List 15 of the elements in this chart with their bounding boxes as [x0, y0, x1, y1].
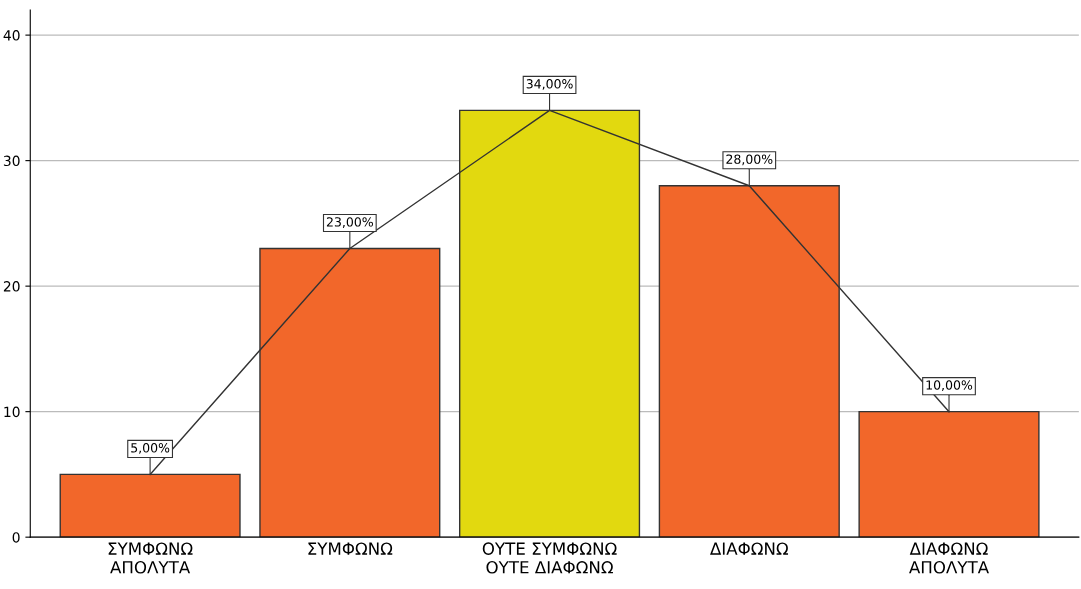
x-tick-label: ΣΥΜΦΩΝΩ	[308, 542, 393, 555]
data-label: 5,00%	[131, 443, 170, 454]
x-tick-label: ΣΥΜΦΩΝΩ ΑΠΟΛΥΤΑ	[108, 542, 193, 574]
data-label: 23,00%	[326, 217, 373, 228]
x-tick-label: ΔΙΑΦΩΝΩ	[710, 542, 789, 555]
x-tick-label: ΔΙΑΦΩΝΩ ΑΠΟΛΥΤΑ	[909, 542, 989, 574]
data-label: 34,00%	[526, 79, 573, 90]
x-tick-label: ΟΥΤΕ ΣΥΜΦΩΝΩ ΟΥΤΕ ΔΙΑΦΩΝΩ	[482, 542, 617, 574]
y-tick-label: 30	[3, 155, 20, 167]
y-tick-label: 10	[4, 406, 20, 418]
y-tick-label: 0	[12, 532, 20, 543]
y-tick-label: 20	[3, 281, 20, 292]
data-label: 10,00%	[926, 380, 973, 392]
y-tick-label: 40	[3, 30, 20, 41]
data-label: 28,00%	[726, 154, 773, 166]
